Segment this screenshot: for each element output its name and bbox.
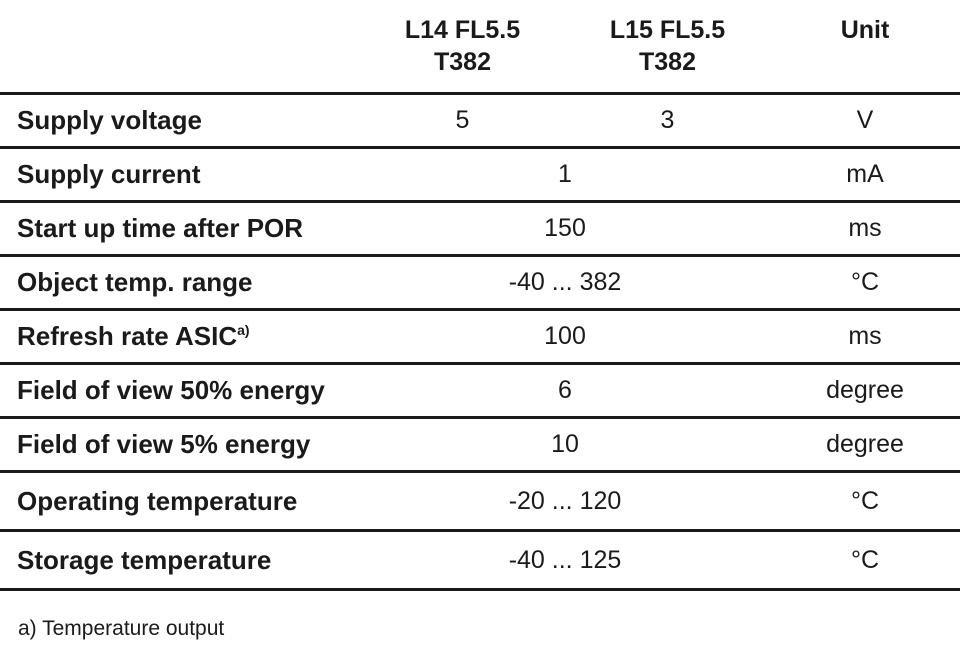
row-parameter: Field of view 50% energy — [0, 363, 360, 419]
column-header-l15: L15 FL5.5 T382 — [565, 0, 770, 95]
column-header-l14-model: L14 FL5.5 — [404, 16, 521, 44]
table-row: Supply voltage 5 3 V — [0, 93, 960, 149]
column-header-unit: Unit — [770, 0, 960, 95]
column-header-l15-variant: T382 — [639, 48, 696, 76]
specification-table: L14 FL5.5 T382 L15 FL5.5 T382 Unit Suppl… — [0, 0, 960, 591]
row-parameter: Storage temperature — [0, 530, 360, 591]
table-header-row: L14 FL5.5 T382 L15 FL5.5 T382 Unit — [0, 0, 960, 95]
table-footnote: a) Temperature output — [18, 617, 225, 640]
column-header-unit-spacer — [770, 46, 960, 78]
row-value: 10 — [360, 417, 770, 473]
row-value: -20 ... 120 — [360, 471, 770, 532]
row-parameter: Field of view 5% energy — [0, 417, 360, 473]
row-parameter: Object temp. range — [0, 255, 360, 311]
row-parameter: Operating temperature — [0, 471, 360, 532]
table-row: Start up time after POR 150 ms — [0, 201, 960, 257]
row-value-l14: 5 — [360, 93, 565, 149]
row-value: 1 — [360, 147, 770, 203]
column-header-l14: L14 FL5.5 T382 — [360, 0, 565, 95]
row-unit: mA — [770, 147, 960, 203]
row-unit: V — [770, 93, 960, 149]
row-unit: °C — [770, 530, 960, 591]
row-unit: degree — [770, 363, 960, 419]
row-unit: °C — [770, 471, 960, 532]
row-value-l15: 3 — [565, 93, 770, 149]
row-value: -40 ... 382 — [360, 255, 770, 311]
parameter-column-header — [0, 0, 360, 95]
row-parameter-cell: Refresh rate ASICa) — [0, 309, 360, 365]
table-row: Field of view 50% energy 6 degree — [0, 363, 960, 419]
table-row: Supply current 1 mA — [0, 147, 960, 203]
column-header-l14-variant: T382 — [434, 48, 491, 76]
table-row: Operating temperature -20 ... 120 °C — [0, 471, 960, 532]
column-header-unit-label: Unit — [840, 16, 890, 44]
table-row: Field of view 5% energy 10 degree — [0, 417, 960, 473]
row-unit: °C — [770, 255, 960, 311]
footnote-marker: a) — [237, 322, 250, 338]
table-row: Storage temperature -40 ... 125 °C — [0, 530, 960, 591]
row-unit: ms — [770, 309, 960, 365]
row-parameter: Supply current — [0, 147, 360, 203]
column-header-l15-model: L15 FL5.5 — [609, 16, 726, 44]
row-unit: degree — [770, 417, 960, 473]
row-parameter: Start up time after POR — [0, 201, 360, 257]
row-parameter: Supply voltage — [0, 93, 360, 149]
table-row: Object temp. range -40 ... 382 °C — [0, 255, 960, 311]
row-value: 100 — [360, 309, 770, 365]
row-unit: ms — [770, 201, 960, 257]
table-row: Refresh rate ASICa) 100 ms — [0, 309, 960, 365]
row-parameter: Refresh rate ASIC — [17, 321, 238, 351]
row-value: -40 ... 125 — [360, 530, 770, 591]
row-value: 150 — [360, 201, 770, 257]
row-value: 6 — [360, 363, 770, 419]
